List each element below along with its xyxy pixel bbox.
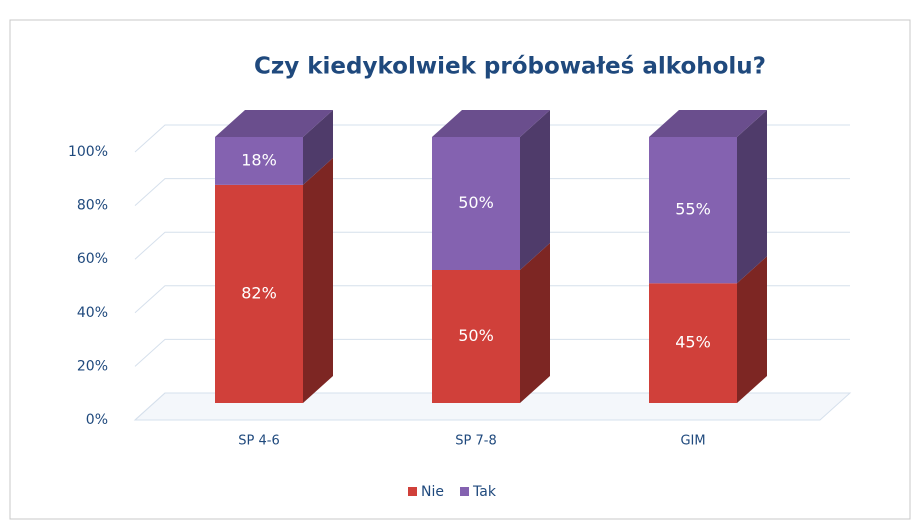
chart-title: Czy kiedykolwiek próbowałeś alkoholu?: [254, 54, 766, 80]
bar-side: [303, 157, 333, 403]
bar-side: [303, 110, 333, 185]
bar-top: [432, 110, 550, 137]
grid-line: [134, 285, 850, 314]
grid-line: [134, 392, 850, 421]
legend-swatch: [460, 487, 469, 496]
grid-line: [134, 178, 850, 206]
bar: [432, 137, 520, 270]
legend-label: Nie: [421, 484, 444, 500]
y-tick-label: 100%: [68, 144, 108, 160]
data-label: 82%: [241, 283, 277, 302]
x-tick-label: GIM: [680, 434, 705, 449]
data-label: 18%: [241, 150, 277, 169]
y-tick-label: 60%: [77, 251, 108, 267]
x-tick-label: SP 4-6: [238, 434, 279, 449]
data-label: 50%: [458, 193, 494, 212]
bar: [649, 283, 737, 403]
y-tick-label: 80%: [77, 198, 108, 214]
x-tick-label: SP 7-8: [455, 434, 496, 449]
bar-side: [737, 256, 767, 403]
bar: [215, 184, 303, 403]
data-label: 55%: [675, 200, 711, 219]
bar: [432, 270, 520, 403]
bar-side: [520, 110, 550, 270]
bar: [215, 137, 303, 185]
data-label: 45%: [675, 333, 711, 352]
grid-line: [134, 231, 850, 260]
bar-side: [520, 243, 550, 403]
data-label: 50%: [458, 326, 494, 345]
y-tick-label: 40%: [77, 305, 108, 321]
legend-label: Tak: [472, 484, 497, 500]
bar-side: [737, 110, 767, 284]
grid-line: [134, 338, 850, 367]
bar-top: [215, 110, 333, 137]
y-tick-label: 0%: [86, 412, 108, 428]
bar-top: [649, 110, 767, 137]
grid-line: [134, 124, 850, 153]
bar: [649, 137, 737, 284]
legend-swatch: [408, 487, 417, 496]
y-tick-label: 20%: [77, 358, 108, 374]
